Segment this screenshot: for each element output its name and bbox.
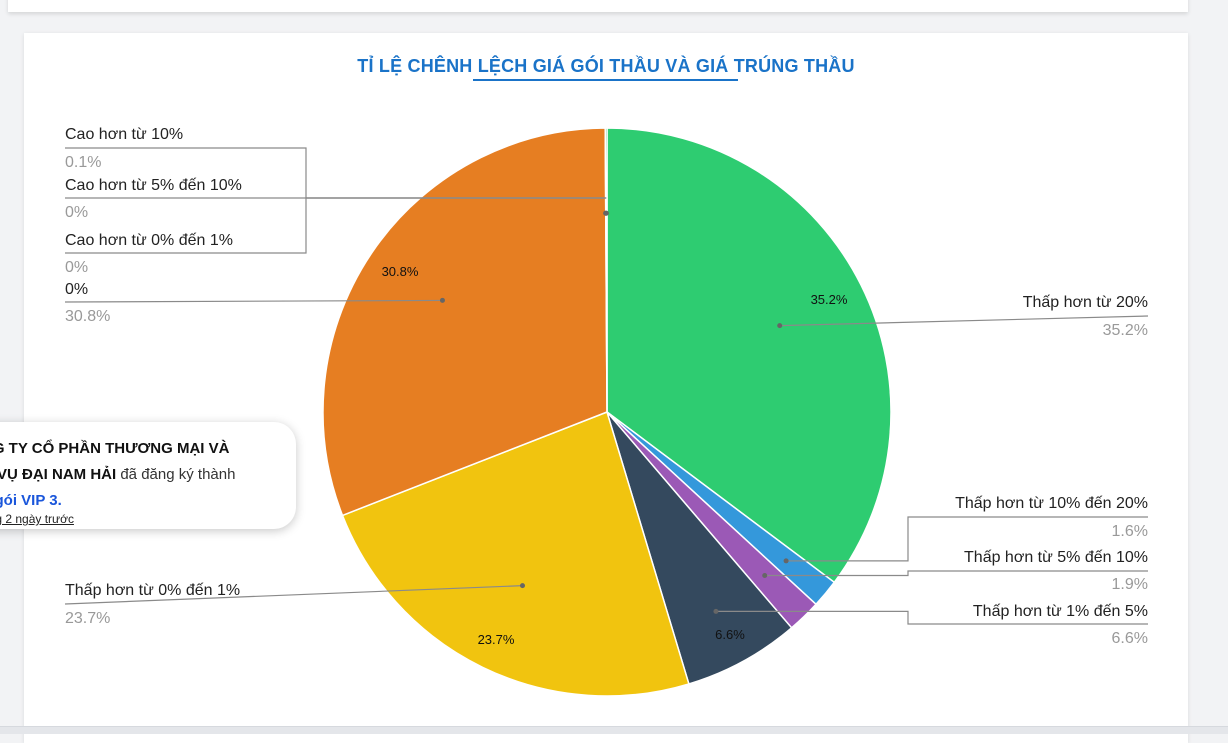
leader-dot-2: [762, 573, 768, 579]
slice-inner-label-3: 6.6%: [715, 627, 745, 642]
chart-title: TỈ LỆ CHÊNH LỆCH GIÁ GÓI THẦU VÀ GIÁ TRÚ…: [357, 56, 855, 76]
slice-label-2: Thấp hơn từ 5% đến 10%: [964, 549, 1148, 566]
title-underline: [473, 79, 738, 81]
leader-dot-0: [777, 323, 783, 329]
slice-label-3: Thấp hơn từ 1% đến 5%: [973, 603, 1148, 620]
slice-value-2: 1.9%: [1112, 576, 1148, 593]
leader-dot-1: [783, 558, 789, 564]
notification-text: NG TY CỔ PHẦN THƯƠNG MẠI VÀ H VỤ ĐẠI NAM…: [0, 436, 296, 514]
leader-line-5: [64, 299, 443, 303]
slice-value-7: 0%: [65, 204, 88, 221]
notification-time: ang 2 ngày trước: [0, 512, 74, 526]
slice-value-3: 6.6%: [1112, 630, 1148, 647]
slice-label-0: Thấp hơn từ 20%: [1023, 294, 1148, 311]
slice-value-1: 1.6%: [1112, 523, 1148, 540]
pie-slice-5: [322, 127, 608, 517]
bottom-strip: [0, 726, 1228, 734]
slice-value-6: 0%: [65, 259, 88, 276]
notification-text-after: đã đăng ký thành: [116, 466, 236, 483]
slice-value-5: 30.8%: [65, 308, 110, 325]
slice-value-0: 35.2%: [1103, 322, 1148, 339]
slice-value-4: 23.7%: [65, 610, 110, 627]
slice-label-5: 0%: [65, 281, 88, 298]
previous-card: [8, 0, 1188, 12]
slice-label-4: Thấp hơn từ 0% đến 1%: [65, 582, 240, 599]
slice-label-8: Cao hơn từ 10%: [65, 126, 183, 143]
slice-value-8: 0.1%: [65, 154, 101, 171]
leader-line-3: [715, 610, 1148, 625]
leader-line-4: [64, 585, 523, 605]
slice-label-6: Cao hơn từ 0% đến 1%: [65, 232, 233, 249]
pie-slice-8: [604, 127, 608, 413]
vip-package-link[interactable]: gói VIP 3.: [0, 492, 62, 509]
leader-line-2: [764, 570, 1148, 577]
pie-slice-4: [341, 411, 690, 697]
notification-toast[interactable]: NG TY CỔ PHẦN THƯƠNG MẠI VÀ H VỤ ĐẠI NAM…: [0, 422, 296, 529]
leader-line-0: [779, 315, 1149, 327]
slice-label-1: Thấp hơn từ 10% đến 20%: [955, 495, 1148, 512]
leader-dot-3: [713, 608, 719, 614]
leader-line-8: [65, 147, 607, 199]
slice-inner-label-5: 30.8%: [382, 264, 419, 279]
slice-inner-label-4: 23.7%: [478, 632, 515, 647]
leader-dot-8: [603, 210, 609, 216]
slice-inner-label-0: 35.2%: [811, 292, 848, 307]
slice-label-7: Cao hơn từ 5% đến 10%: [65, 177, 242, 194]
leader-dot-4: [520, 583, 526, 589]
pie-slice-3: [606, 411, 793, 685]
notification-company-line1: NG TY CỔ PHẦN THƯƠNG MẠI VÀ: [0, 440, 230, 457]
pie-slice-0: [606, 127, 892, 584]
notification-company-line2: H VỤ ĐẠI NAM HẢI: [0, 466, 117, 483]
leader-dot-5: [439, 297, 445, 303]
leader-line-1: [786, 516, 1148, 562]
